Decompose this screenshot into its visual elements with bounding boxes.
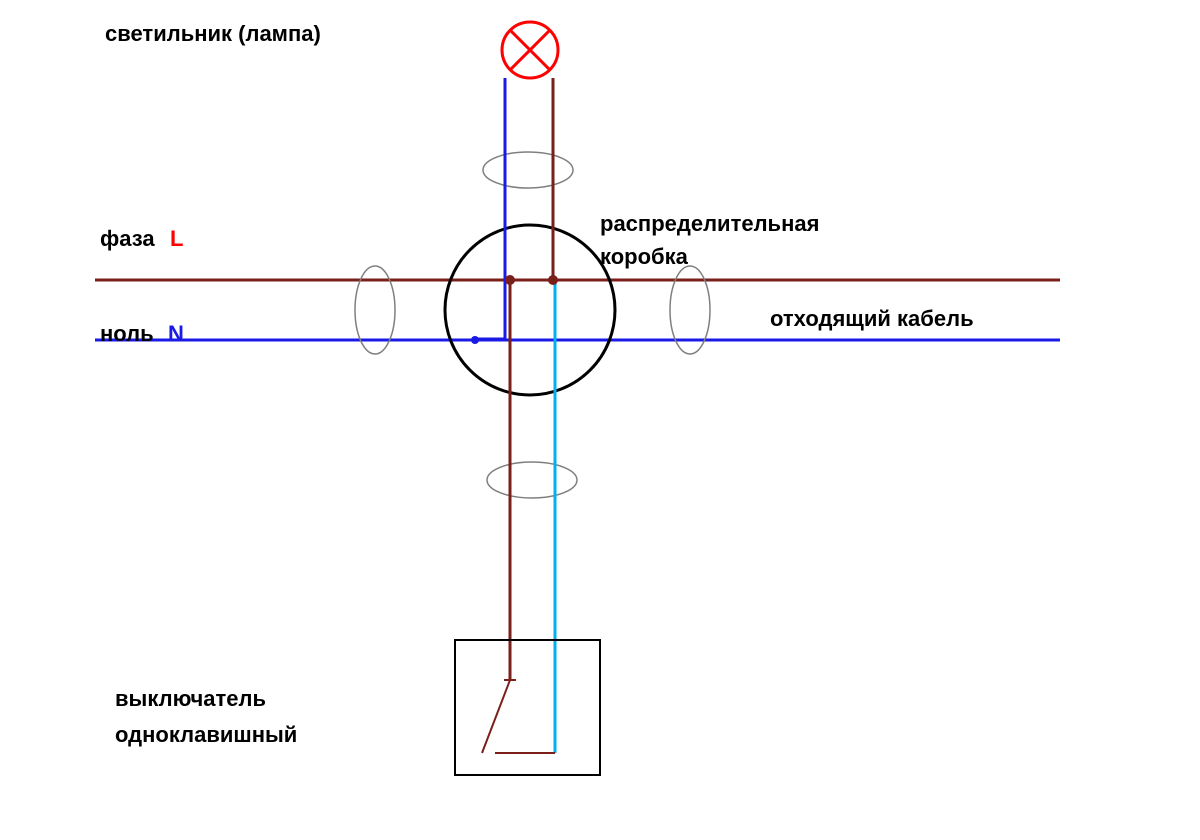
lamp-neutral-wire	[475, 78, 505, 339]
label-out: отходящий кабель	[770, 306, 974, 331]
junction-dot-phase	[548, 275, 558, 285]
label-phase-L: L	[170, 226, 183, 251]
label-switch-1: выключатель	[115, 686, 266, 711]
label-jbox-1: распределительная	[600, 211, 819, 236]
label-neutral-N: N	[168, 321, 184, 346]
switch-lever	[482, 680, 510, 753]
label-jbox-2: коробка	[600, 244, 689, 269]
label-phase: фаза	[100, 226, 155, 251]
label-neutral: ноль	[100, 321, 154, 346]
label-lamp: светильник (лампа)	[105, 21, 321, 46]
junction-box	[445, 225, 615, 395]
cable-ellipse-lamp	[483, 152, 573, 188]
switch-box	[455, 640, 600, 775]
junction-dot-neutral	[471, 336, 479, 344]
wiring-diagram: светильник (лампа) фаза Lноль Nраспределите…	[0, 0, 1200, 840]
cable-ellipse-switch	[487, 462, 577, 498]
junction-dot-switch	[505, 275, 515, 285]
label-switch-2: одноклавишный	[115, 722, 297, 747]
